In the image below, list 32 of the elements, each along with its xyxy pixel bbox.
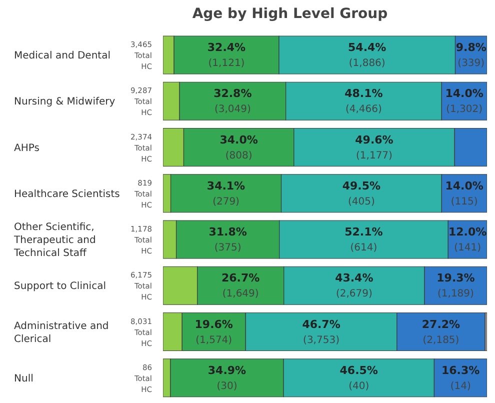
data-label: 34.1% (279) bbox=[206, 179, 246, 208]
y-tick-label: Support to Clinical bbox=[14, 281, 106, 292]
data-label: 34.9% (30) bbox=[208, 364, 246, 392]
data-label: 34.0% (808) bbox=[220, 133, 258, 162]
data-label: 43.4% (2,679) bbox=[335, 272, 374, 300]
data-label: 31.8% (375) bbox=[208, 226, 247, 254]
data-label: 26.7% (1,649) bbox=[222, 272, 260, 300]
y-tick-label: Other Scientific, Therapeutic and Technical Staff bbox=[13, 222, 96, 260]
data-label: 14.0% (115) bbox=[445, 179, 484, 208]
data-label: 49.6% (1,177) bbox=[355, 133, 394, 162]
data-label: 32.4% (1,121) bbox=[207, 41, 246, 69]
data-label: 32.8% (3,049) bbox=[214, 87, 252, 116]
y-tick-label: Healthcare Scientists bbox=[14, 188, 120, 200]
data-label: 19.6% (1,574) bbox=[194, 318, 233, 346]
data-label: 14.0% (1,302) bbox=[445, 87, 484, 116]
data-label: 49.5% (405) bbox=[342, 179, 381, 208]
data-label: 46.7% (3,753) bbox=[302, 318, 340, 346]
data-label: 19.3% (1,189) bbox=[436, 272, 475, 300]
data-label: 46.5% (40) bbox=[340, 364, 378, 392]
data-label: 12.0% (141) bbox=[448, 226, 487, 254]
data-label: 9.8% (339) bbox=[456, 41, 486, 69]
data-label: 48.1% (4,466) bbox=[344, 87, 383, 116]
y-tick-label: Null bbox=[14, 373, 34, 384]
data-label: 16.3% (14) bbox=[442, 364, 480, 392]
y-tick-label: Medical and Dental bbox=[14, 50, 110, 62]
y-tick-label: AHPs bbox=[14, 142, 40, 154]
data-label: 27.2% (2,185) bbox=[422, 318, 460, 346]
data-label: 52.1% (614) bbox=[344, 226, 383, 254]
y-tick-label: Nursing & Midwifery bbox=[14, 96, 116, 108]
y-tick-label: Administrative and Clerical bbox=[14, 320, 109, 345]
chart-title: Age by High Level Group bbox=[191, 6, 389, 22]
data-label: 54.4% (1,886) bbox=[348, 41, 386, 69]
